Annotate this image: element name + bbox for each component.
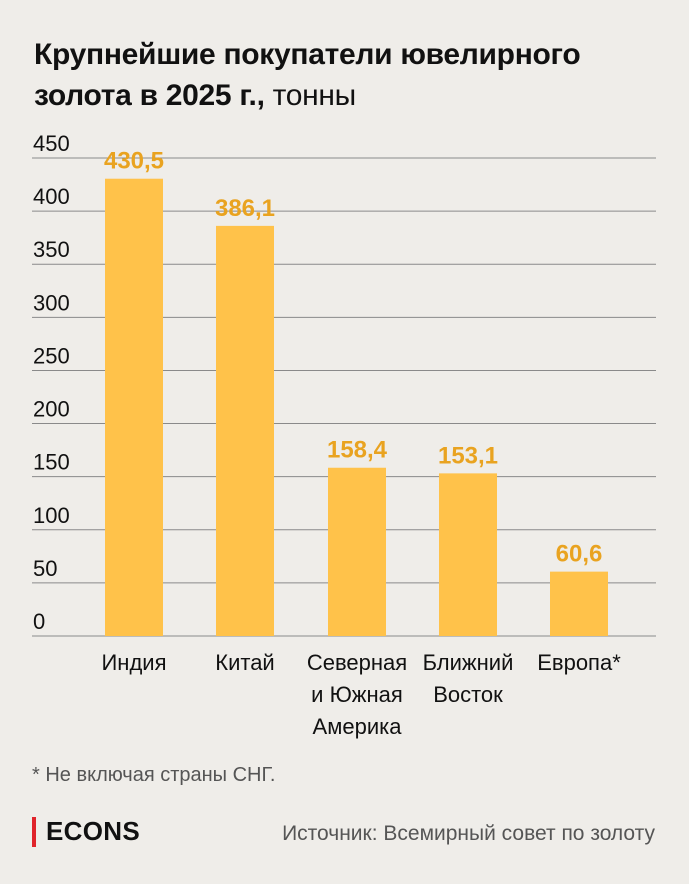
y-tick-label: 200 (33, 397, 70, 422)
brand-name: ECONS (46, 816, 140, 846)
x-tick-label: Китай (215, 650, 274, 675)
source-note: Источник: Всемирный совет по золоту (282, 822, 655, 845)
bar (216, 225, 274, 636)
chart-title: Крупнейшие покупатели ювелирного золота … (34, 34, 674, 116)
x-tick-label: и Южная (311, 682, 403, 707)
bar (105, 178, 163, 637)
data-label: 60,6 (556, 541, 603, 568)
x-tick-label: Северная (307, 650, 407, 675)
data-label: 430,5 (104, 148, 164, 175)
y-tick-label: 0 (33, 609, 45, 634)
x-tick-label: Индия (101, 650, 166, 675)
x-tick-label: Ближний (423, 650, 514, 675)
bar (328, 467, 386, 636)
footnote: * Не включая страны СНГ. (32, 764, 276, 786)
bar (550, 571, 608, 636)
y-tick-label: 300 (33, 290, 70, 315)
x-tick-label: Америка (313, 714, 403, 739)
bar-chart: 0 50 100 150 200 250 300 350 400 450 430,5 Индия 386… (32, 131, 656, 739)
data-label: 158,4 (327, 437, 388, 464)
brand-accent-bar (32, 816, 36, 847)
x-tick-label: Европа* (537, 650, 621, 675)
title-unit: тонны (272, 79, 357, 112)
data-label: 153,1 (438, 442, 498, 469)
y-tick-label: 250 (33, 343, 70, 368)
y-tick-label: 350 (33, 237, 70, 262)
y-tick-label: 400 (33, 184, 70, 209)
brand-logo: ECONS (32, 816, 140, 847)
y-tick-label: 150 (33, 450, 70, 475)
bar (439, 473, 497, 636)
y-tick-label: 450 (33, 131, 70, 156)
y-tick-label: 50 (33, 556, 57, 581)
data-label: 386,1 (215, 195, 275, 222)
y-tick-label: 100 (33, 503, 70, 528)
x-tick-label: Восток (433, 682, 503, 707)
title-text: Крупнейшие покупатели ювелирного золота … (34, 38, 581, 112)
